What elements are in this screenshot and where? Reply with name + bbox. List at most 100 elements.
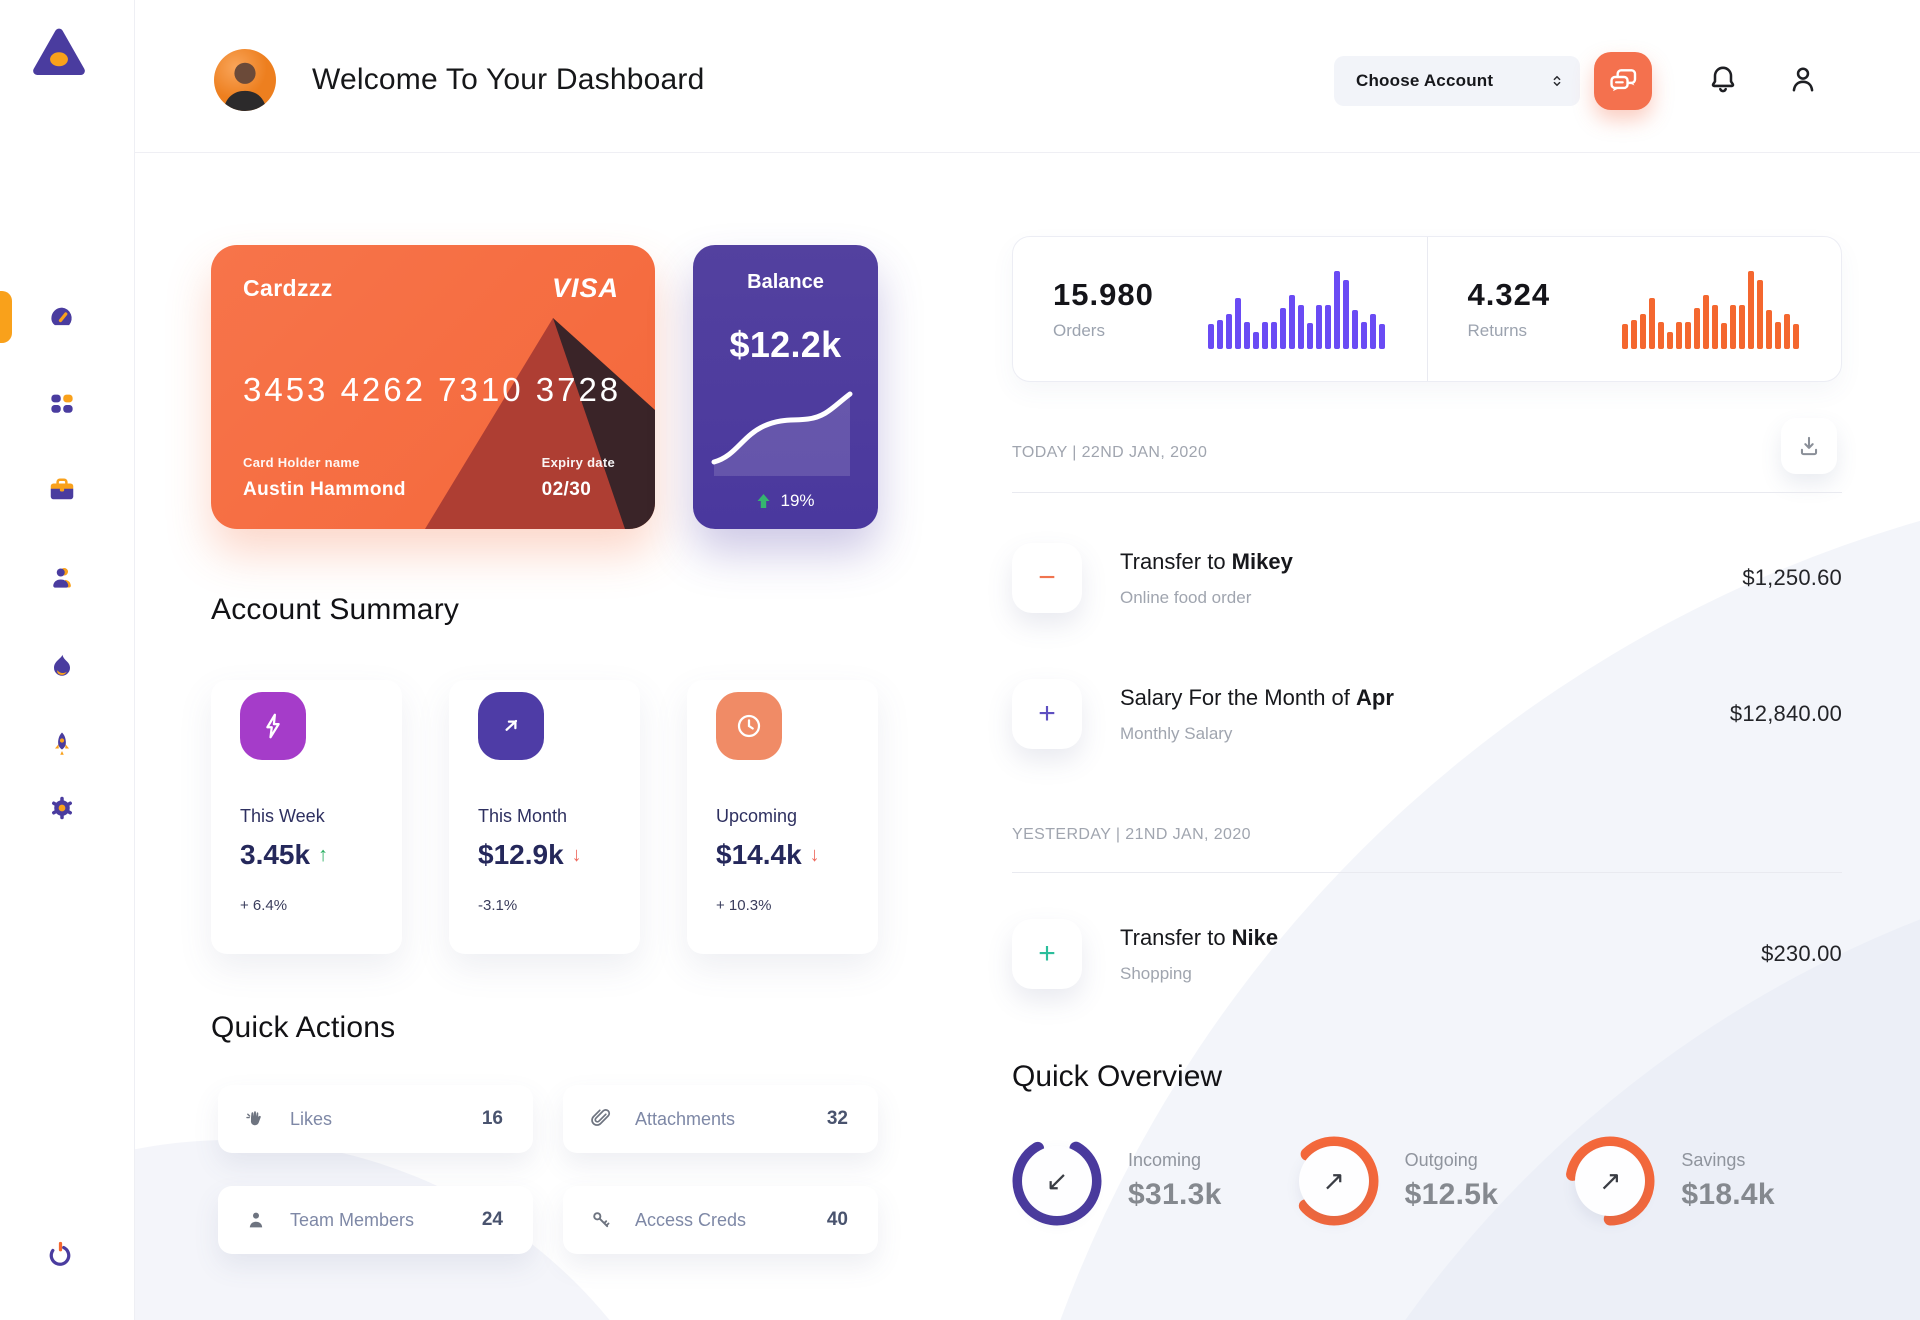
apps-grid-icon xyxy=(51,394,73,413)
overview-value: $12.5k xyxy=(1404,1178,1499,1211)
minus-icon: − xyxy=(1038,561,1056,594)
overview-outgoing: ↗ Outgoing $12.5k xyxy=(1289,1136,1566,1226)
overview-label: Incoming xyxy=(1128,1150,1202,1170)
quick-action-value: 16 xyxy=(481,1108,503,1129)
quick-overview-title: Quick Overview xyxy=(1012,1060,1223,1093)
card-holder-label: Card Holder name xyxy=(243,455,360,470)
balance-label: Balance xyxy=(747,271,824,293)
transaction-subtitle: Online food order xyxy=(1120,587,1252,607)
active-nav-indicator xyxy=(0,291,12,343)
team-icon xyxy=(53,568,71,588)
orders-returns-panel: 15.980 Orders 4.324 Returns xyxy=(1012,236,1842,382)
quick-actions-title: Quick Actions xyxy=(211,1011,396,1044)
sidebar-item-activity[interactable] xyxy=(47,651,77,681)
quick-action-team-members[interactable]: Team Members 24 xyxy=(218,1186,533,1254)
summary-delta: + 6.4% xyxy=(240,897,288,914)
pyramid-decoration xyxy=(425,318,655,529)
transaction-subtitle: Monthly Salary xyxy=(1120,723,1233,743)
page-title: Welcome To Your Dashboard xyxy=(312,63,705,96)
overview-label: Savings xyxy=(1681,1150,1746,1170)
incoming-transaction-icon: + xyxy=(1012,679,1082,749)
sidebar-item-work[interactable] xyxy=(47,475,77,505)
summary-label: This Week xyxy=(240,806,325,826)
app-logo[interactable] xyxy=(28,24,90,82)
plus-icon: + xyxy=(1038,697,1056,730)
visa-logo: VISA xyxy=(551,273,619,303)
account-selector-label: Choose Account xyxy=(1356,71,1494,90)
user-avatar[interactable] xyxy=(214,49,276,111)
quick-action-likes[interactable]: Likes 16 xyxy=(218,1085,533,1153)
quick-actions-grid: Likes 16 Attachments 32 Team Members 24 … xyxy=(218,1085,878,1254)
sidebar-item-team[interactable] xyxy=(47,563,77,593)
up-arrow-icon xyxy=(757,494,770,508)
summary-value: $14.4k xyxy=(716,839,802,870)
download-icon xyxy=(1800,436,1818,456)
outgoing-transaction-icon: − xyxy=(1012,543,1082,613)
balance-value: $12.2k xyxy=(729,324,842,365)
summary-delta: -3.1% xyxy=(478,897,518,914)
summary-value: 3.45k xyxy=(240,839,311,870)
flame-icon xyxy=(54,654,70,676)
summary-card-this-week: This Week 3.45k ↑ + 6.4% xyxy=(211,680,402,954)
overview-incoming: ↙ Incoming $31.3k xyxy=(1012,1136,1289,1226)
down-arrow: ↓ xyxy=(809,843,820,866)
quick-action-attachments[interactable]: Attachments 32 xyxy=(563,1085,878,1153)
quick-action-label: Access Creds xyxy=(635,1209,747,1230)
summary-label: This Month xyxy=(478,806,568,826)
card-holder-name: Austin Hammond xyxy=(243,479,406,500)
sidebar-item-dashboard[interactable] xyxy=(47,302,77,332)
up-right-arrow-icon: ↗ xyxy=(1599,1165,1622,1196)
outgoing-ring-chart xyxy=(1289,1136,1379,1226)
balance-change: 19% xyxy=(780,491,815,510)
balance-trend-chart xyxy=(711,391,852,476)
overview-savings: ↗ Savings $18.4k xyxy=(1565,1136,1842,1226)
bolt-icon xyxy=(240,692,306,760)
account-selector[interactable]: Choose Account xyxy=(1334,56,1580,106)
power-icon xyxy=(49,1241,71,1266)
divider xyxy=(1012,872,1842,873)
logout-button[interactable] xyxy=(45,1239,75,1269)
notifications-button[interactable] xyxy=(1707,63,1739,95)
quick-action-value: 24 xyxy=(481,1209,503,1230)
transaction-amount: $230.00 xyxy=(1761,941,1842,966)
messages-button[interactable] xyxy=(1594,52,1652,110)
up-arrow: ↑ xyxy=(318,843,329,866)
card-name: Cardzzz xyxy=(243,275,333,301)
returns-label: Returns xyxy=(1467,321,1528,340)
sidebar-item-apps[interactable] xyxy=(47,389,77,419)
incoming-ring-chart xyxy=(1012,1136,1102,1226)
transaction-row[interactable]: + Salary For the Month of Apr Monthly Sa… xyxy=(1012,678,1842,750)
settings-gear-icon xyxy=(52,796,72,820)
orders-sparkline xyxy=(1207,269,1385,349)
quick-action-value: 40 xyxy=(826,1209,848,1230)
member-icon xyxy=(249,1212,263,1228)
clap-icon xyxy=(246,1111,261,1126)
expiry-date: 02/30 xyxy=(541,479,592,500)
summary-delta: + 10.3% xyxy=(716,897,772,914)
transaction-row[interactable]: + Transfer to Nike Shopping $230.00 xyxy=(1012,918,1842,990)
overview-value: $31.3k xyxy=(1128,1178,1222,1211)
summary-label: Upcoming xyxy=(716,806,798,826)
incoming-transaction-icon: + xyxy=(1012,919,1082,989)
credit-card: Cardzzz VISA 3453 4262 7310 3728 Card Ho… xyxy=(211,245,655,529)
returns-value: 4.324 xyxy=(1467,277,1551,312)
returns-stat: 4.324 Returns xyxy=(1426,237,1842,381)
transaction-subtitle: Shopping xyxy=(1120,963,1192,983)
quick-action-value: 32 xyxy=(826,1108,848,1129)
paperclip-icon xyxy=(591,1109,611,1126)
overview-value: $18.4k xyxy=(1681,1178,1775,1211)
quick-action-label: Team Members xyxy=(290,1209,415,1230)
profile-button[interactable] xyxy=(1787,63,1819,95)
orders-value: 15.980 xyxy=(1053,277,1154,312)
download-button[interactable] xyxy=(1781,418,1837,474)
down-arrow: ↓ xyxy=(571,843,582,866)
up-right-arrow-icon: ↗ xyxy=(1322,1165,1345,1196)
transaction-amount: $12,840.00 xyxy=(1729,701,1842,726)
sidebar-item-launch[interactable] xyxy=(47,729,77,759)
quick-action-access-creds[interactable]: Access Creds 40 xyxy=(563,1186,878,1254)
summary-value: $12.9k xyxy=(478,839,564,870)
rocket-icon xyxy=(55,732,69,755)
transaction-row[interactable]: − Transfer to Mikey Online food order $1… xyxy=(1012,542,1842,614)
sidebar-item-settings[interactable] xyxy=(47,793,77,823)
